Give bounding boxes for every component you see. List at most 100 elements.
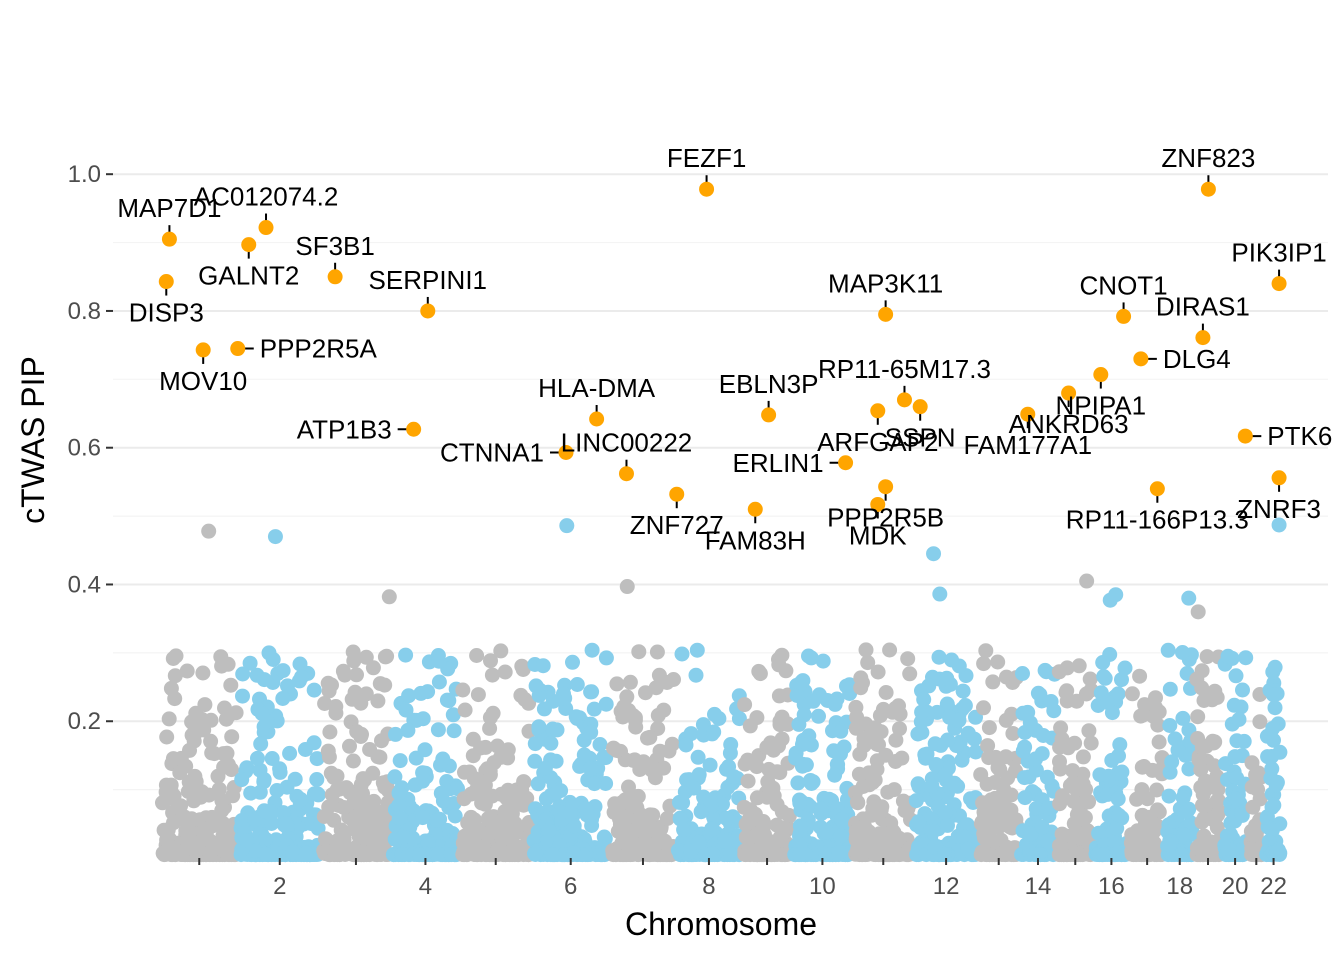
data-point	[1095, 655, 1111, 670]
data-point	[287, 771, 303, 787]
x-tick-label: 12	[933, 873, 960, 900]
highlighted-point	[618, 466, 634, 482]
data-point	[834, 812, 850, 827]
data-point	[676, 822, 692, 838]
data-point	[792, 795, 808, 811]
data-point	[606, 740, 621, 756]
data-point	[1043, 694, 1059, 709]
data-point	[329, 782, 345, 798]
gene-label: DIRAS1	[1156, 292, 1250, 322]
data-point	[882, 847, 898, 863]
x-tick-label: 20	[1222, 873, 1249, 900]
data-point	[214, 793, 230, 809]
data-point	[576, 747, 592, 763]
highlighted-point	[878, 306, 894, 322]
data-point	[619, 847, 635, 862]
data-point	[358, 686, 374, 702]
data-point	[1066, 816, 1082, 832]
data-point	[466, 841, 482, 857]
data-point	[940, 732, 956, 748]
data-point	[921, 678, 937, 694]
data-point	[365, 660, 381, 676]
data-point	[774, 804, 790, 820]
data-point	[1262, 820, 1278, 836]
data-point	[1162, 681, 1178, 697]
highlighted-point	[896, 392, 912, 408]
data-point	[1058, 685, 1074, 700]
data-point	[976, 656, 992, 672]
data-point	[723, 737, 739, 752]
data-point	[908, 793, 924, 809]
gene-label: CTNNA1	[440, 438, 544, 468]
x-tick-label: 6	[564, 873, 577, 900]
data-point	[849, 794, 865, 810]
x-axis-title: Chromosome	[625, 906, 817, 942]
data-point	[1260, 749, 1276, 765]
data-point	[264, 751, 280, 766]
data-point	[430, 722, 446, 738]
data-point	[771, 688, 787, 704]
data-point	[261, 645, 277, 661]
data-point	[966, 731, 982, 747]
data-point	[188, 706, 204, 722]
data-point	[412, 847, 427, 863]
data-point	[323, 765, 339, 781]
data-point	[263, 804, 278, 820]
data-point	[741, 754, 757, 770]
data-point	[584, 684, 600, 700]
data-point	[968, 744, 984, 760]
data-point	[168, 648, 184, 664]
data-point	[485, 705, 501, 721]
data-point	[493, 643, 509, 659]
data-point	[788, 745, 804, 761]
data-point	[1160, 642, 1176, 658]
data-point	[250, 750, 265, 766]
x-tick-label: 2	[273, 873, 286, 900]
data-point	[377, 677, 393, 693]
data-point	[875, 701, 891, 717]
gene-label: FEZF1	[667, 143, 746, 173]
data-point	[674, 646, 690, 662]
data-point	[774, 731, 790, 747]
highlighted-point	[195, 342, 211, 358]
data-point	[515, 662, 531, 677]
highlighted-point	[1149, 481, 1165, 497]
data-point	[707, 706, 722, 722]
data-point	[1051, 846, 1067, 862]
highlighted-point	[241, 237, 257, 253]
data-point	[349, 667, 364, 683]
data-point	[1271, 517, 1287, 533]
data-point	[1111, 807, 1127, 823]
data-point	[1091, 825, 1107, 841]
data-point	[256, 772, 272, 787]
data-point	[235, 666, 251, 682]
data-point	[1204, 810, 1220, 826]
data-point	[470, 687, 486, 703]
y-tick-label: 0.8	[68, 298, 101, 325]
data-point	[474, 795, 490, 811]
data-point	[1034, 746, 1050, 762]
data-point	[1052, 739, 1068, 755]
data-point	[865, 728, 881, 744]
data-point	[322, 724, 338, 740]
data-point	[583, 761, 598, 777]
highlighted-point	[258, 220, 274, 236]
data-point	[751, 663, 767, 679]
data-point	[749, 847, 765, 863]
data-point	[628, 719, 644, 735]
data-point	[924, 778, 940, 794]
data-point	[1267, 659, 1283, 675]
data-point	[1195, 797, 1210, 813]
data-point	[328, 699, 344, 714]
data-point	[216, 746, 231, 762]
data-point	[1203, 834, 1219, 850]
data-point	[755, 814, 771, 829]
data-point	[167, 668, 183, 684]
data-point	[1227, 749, 1243, 765]
data-point	[957, 698, 973, 713]
data-point	[306, 682, 322, 698]
x-axis: 2 4 6 8 10 12 14 16 18 20 22	[198, 858, 1287, 900]
data-point	[347, 684, 363, 700]
data-point	[737, 697, 753, 713]
data-point	[1272, 744, 1288, 760]
